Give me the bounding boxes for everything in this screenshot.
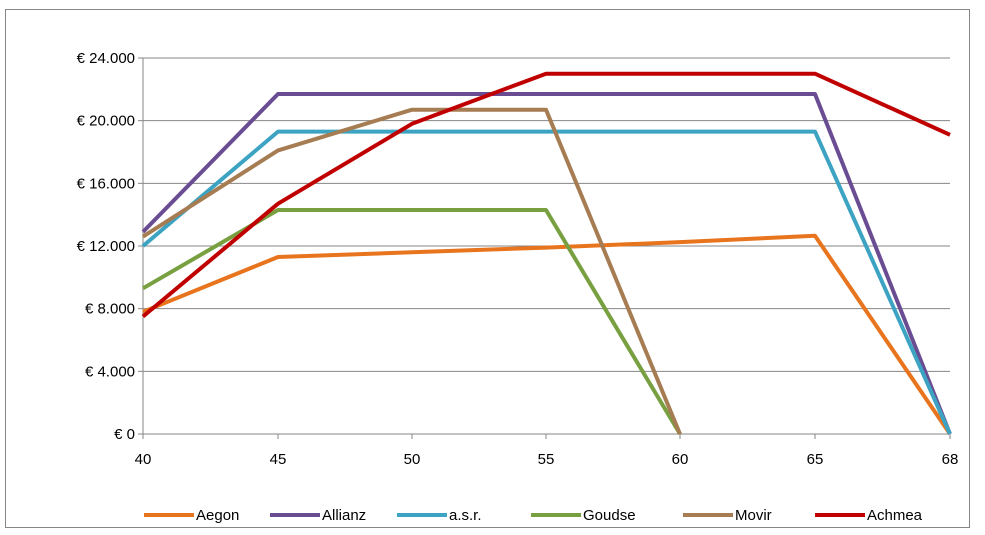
x-tick-label: 45 [270, 451, 287, 468]
y-tick-label: € 0 [114, 426, 135, 443]
series-line-movir [141, 107, 682, 435]
legend: Aegon Allianz a.s.r. Goudse Movir Achmea [144, 507, 923, 524]
legend-label: Aegon [196, 507, 239, 524]
y-tick-label: € 24.000 [77, 50, 135, 67]
legend-item: a.s.r. [397, 507, 482, 524]
legend-item: Goudse [531, 507, 636, 524]
series-lines [141, 71, 952, 436]
legend-label: Goudse [583, 507, 636, 524]
legend-item: Movir [683, 507, 772, 524]
y-tick-label: € 16.000 [77, 175, 135, 192]
series-line-allianz [141, 92, 952, 435]
x-tick-label: 40 [135, 451, 152, 468]
x-tick-label: 68 [942, 451, 959, 468]
legend-label: a.s.r. [449, 507, 482, 524]
legend-item: Aegon [144, 507, 239, 524]
x-tick-labels: 40 45 50 55 60 65 68 [135, 451, 959, 468]
series-line-aegon [142, 233, 952, 436]
legend-label: Achmea [867, 507, 923, 524]
series-line-goudse [141, 208, 682, 436]
x-tick-label: 55 [538, 451, 555, 468]
y-tick-labels: € 0 € 4.000 € 8.000 € 12.000 € 16.000 € 20.00… [77, 50, 135, 443]
x-tick-label: 65 [807, 451, 824, 468]
y-tick-label: € 8.000 [85, 301, 135, 318]
x-tick-label: 50 [404, 451, 421, 468]
legend-item: Allianz [270, 507, 366, 524]
legend-label: Allianz [322, 507, 366, 524]
gridlines [143, 57, 950, 372]
y-tick-label: € 20.000 [77, 113, 135, 130]
series-line-a-s-r [141, 129, 952, 435]
series-line-achmea [141, 71, 951, 319]
y-tick-label: € 4.000 [85, 363, 135, 380]
x-tick-label: 60 [672, 451, 689, 468]
legend-label: Movir [735, 507, 772, 524]
y-tick-label: € 12.000 [77, 238, 135, 255]
legend-item: Achmea [815, 507, 923, 524]
